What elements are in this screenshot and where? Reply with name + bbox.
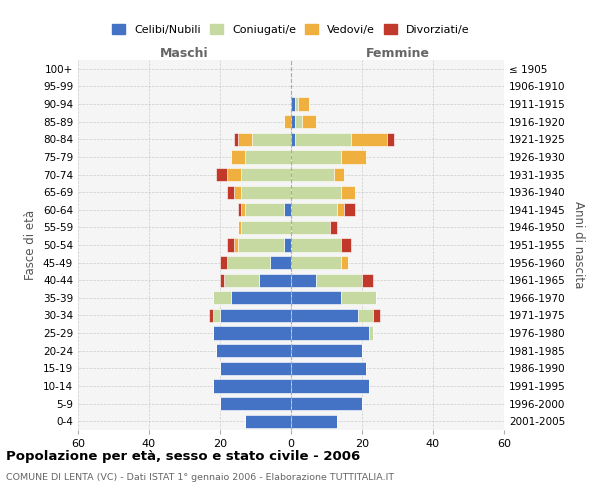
Bar bbox=[213, 380, 291, 392]
Bar bbox=[238, 203, 241, 216]
Bar bbox=[227, 186, 234, 198]
Bar bbox=[213, 326, 291, 340]
Bar bbox=[291, 362, 365, 375]
Y-axis label: Anni di nascita: Anni di nascita bbox=[572, 202, 585, 288]
Bar bbox=[298, 98, 309, 110]
Bar bbox=[227, 256, 270, 269]
Bar bbox=[291, 150, 341, 164]
Bar bbox=[213, 309, 220, 322]
Y-axis label: Fasce di età: Fasce di età bbox=[25, 210, 37, 280]
Bar bbox=[291, 397, 362, 410]
Bar bbox=[369, 326, 373, 340]
Bar bbox=[220, 309, 291, 322]
Bar bbox=[230, 150, 245, 164]
Bar bbox=[302, 115, 316, 128]
Bar bbox=[245, 414, 291, 428]
Bar bbox=[291, 238, 341, 252]
Bar bbox=[220, 256, 227, 269]
Bar bbox=[291, 380, 369, 392]
Text: COMUNE DI LENTA (VC) - Dati ISTAT 1° gennaio 2006 - Elaborazione TUTTITALIA.IT: COMUNE DI LENTA (VC) - Dati ISTAT 1° gen… bbox=[6, 472, 394, 482]
Text: Maschi: Maschi bbox=[160, 47, 209, 60]
Bar bbox=[227, 238, 234, 252]
Bar bbox=[291, 221, 330, 234]
Bar bbox=[270, 256, 291, 269]
Bar bbox=[291, 309, 358, 322]
Bar bbox=[234, 238, 238, 252]
Bar bbox=[241, 168, 291, 181]
Bar bbox=[284, 238, 291, 252]
Bar bbox=[316, 274, 362, 287]
Bar bbox=[291, 414, 337, 428]
Bar bbox=[291, 168, 334, 181]
Bar bbox=[234, 186, 241, 198]
Text: Femmine: Femmine bbox=[365, 47, 430, 60]
Text: Popolazione per età, sesso e stato civile - 2006: Popolazione per età, sesso e stato civil… bbox=[6, 450, 360, 463]
Bar bbox=[220, 362, 291, 375]
Bar bbox=[234, 132, 238, 146]
Bar bbox=[213, 291, 230, 304]
Bar bbox=[217, 344, 291, 358]
Bar bbox=[291, 115, 295, 128]
Bar bbox=[284, 203, 291, 216]
Bar bbox=[245, 150, 291, 164]
Bar bbox=[373, 309, 380, 322]
Bar bbox=[217, 168, 227, 181]
Bar bbox=[362, 274, 373, 287]
Bar bbox=[224, 274, 259, 287]
Bar bbox=[291, 344, 362, 358]
Bar bbox=[337, 203, 344, 216]
Bar bbox=[352, 132, 387, 146]
Bar bbox=[334, 168, 344, 181]
Bar bbox=[330, 221, 337, 234]
Bar bbox=[238, 238, 284, 252]
Bar bbox=[291, 326, 369, 340]
Bar bbox=[341, 150, 365, 164]
Bar bbox=[344, 203, 355, 216]
Bar bbox=[295, 115, 302, 128]
Bar bbox=[245, 203, 284, 216]
Bar bbox=[209, 309, 213, 322]
Bar bbox=[291, 186, 341, 198]
Bar bbox=[295, 98, 298, 110]
Bar bbox=[291, 256, 341, 269]
Bar bbox=[238, 221, 241, 234]
Bar bbox=[358, 309, 373, 322]
Bar bbox=[341, 186, 355, 198]
Bar bbox=[227, 168, 241, 181]
Bar bbox=[238, 132, 252, 146]
Legend: Celibi/Nubili, Coniugati/e, Vedovi/e, Divorziati/e: Celibi/Nubili, Coniugati/e, Vedovi/e, Di… bbox=[109, 21, 473, 38]
Bar bbox=[341, 291, 376, 304]
Bar bbox=[291, 98, 295, 110]
Bar bbox=[291, 132, 295, 146]
Bar bbox=[291, 203, 337, 216]
Bar bbox=[230, 291, 291, 304]
Bar bbox=[252, 132, 291, 146]
Bar bbox=[220, 397, 291, 410]
Bar bbox=[291, 291, 341, 304]
Bar bbox=[241, 203, 245, 216]
Bar bbox=[220, 274, 224, 287]
Bar bbox=[387, 132, 394, 146]
Bar bbox=[259, 274, 291, 287]
Bar bbox=[295, 132, 352, 146]
Bar bbox=[291, 274, 316, 287]
Bar bbox=[241, 186, 291, 198]
Bar bbox=[341, 256, 348, 269]
Bar bbox=[341, 238, 352, 252]
Bar bbox=[284, 115, 291, 128]
Bar bbox=[241, 221, 291, 234]
